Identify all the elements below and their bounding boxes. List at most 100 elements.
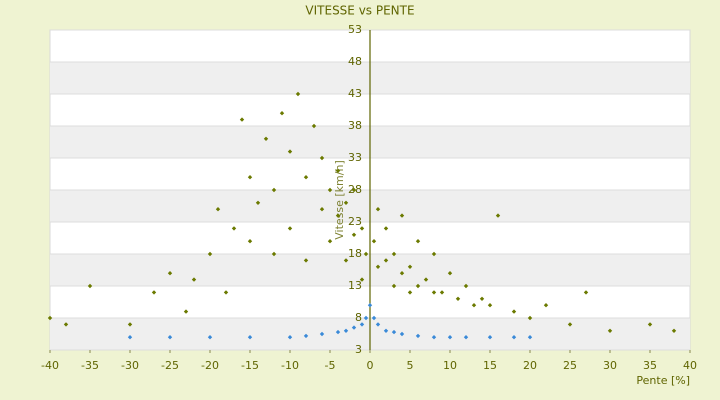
data-point	[287, 226, 293, 231]
data-point	[247, 335, 253, 340]
data-point	[351, 187, 357, 193]
data-point	[527, 335, 533, 340]
data-point	[247, 175, 253, 180]
data-point	[247, 239, 253, 244]
data-point	[191, 277, 197, 282]
data-point	[359, 277, 365, 282]
data-point	[399, 271, 405, 276]
x-tick-label: 15	[483, 359, 497, 372]
data-point	[383, 258, 389, 263]
data-point	[127, 322, 133, 327]
x-axis-label: Pente [%]	[636, 374, 690, 387]
data-point	[319, 207, 325, 212]
x-tick-label: -30	[121, 359, 139, 372]
data-point	[271, 187, 277, 193]
data-point	[487, 303, 493, 308]
data-point	[671, 328, 677, 333]
data-point	[127, 335, 133, 340]
data-point	[543, 303, 549, 308]
data-point	[303, 333, 309, 339]
y-tick-label: 23	[348, 215, 362, 228]
x-tick-label: -10	[281, 359, 299, 372]
data-point	[183, 309, 189, 314]
data-point	[207, 335, 213, 340]
data-point	[63, 322, 69, 327]
y-tick-label: 53	[348, 23, 362, 36]
data-point	[607, 328, 613, 333]
y-tick-label: 13	[348, 279, 362, 292]
data-point	[391, 283, 397, 289]
data-point	[479, 296, 485, 301]
data-point	[583, 290, 589, 295]
data-point	[407, 290, 413, 295]
data-point	[647, 322, 653, 327]
x-tick-label: -35	[81, 359, 99, 372]
data-point	[399, 331, 405, 337]
data-point	[327, 187, 333, 193]
data-point	[287, 149, 293, 154]
data-point	[343, 328, 349, 333]
data-point	[495, 213, 501, 218]
data-point	[463, 283, 469, 289]
data-point	[367, 303, 373, 308]
x-tick-label: 0	[367, 359, 374, 372]
data-point	[215, 207, 221, 212]
data-point	[359, 322, 365, 327]
x-tick-label: -5	[325, 359, 336, 372]
x-tick-label: -15	[241, 359, 259, 372]
data-point	[335, 329, 341, 335]
data-point	[511, 309, 517, 314]
data-point	[255, 200, 261, 205]
data-point	[303, 175, 309, 180]
data-point	[375, 207, 381, 212]
y-tick-label: 8	[355, 311, 362, 324]
data-point	[363, 315, 369, 321]
data-point	[335, 213, 341, 218]
data-point	[167, 271, 173, 276]
data-point	[447, 335, 453, 340]
data-point	[319, 331, 325, 337]
data-point	[363, 251, 369, 257]
x-tick-label: 25	[563, 359, 577, 372]
data-point	[271, 251, 277, 257]
x-tick-label: 35	[643, 359, 657, 372]
data-point	[371, 239, 377, 244]
data-point	[375, 322, 381, 327]
data-point	[263, 136, 269, 141]
data-point	[151, 290, 157, 295]
x-tick-label: -25	[161, 359, 179, 372]
data-point	[371, 315, 377, 321]
y-tick-label: 18	[348, 247, 362, 260]
data-point	[423, 277, 429, 282]
data-point	[351, 232, 357, 237]
data-point	[223, 290, 229, 295]
data-point	[351, 325, 357, 330]
data-point	[391, 329, 397, 335]
x-tick-label: 30	[603, 359, 617, 372]
data-point	[343, 258, 349, 263]
data-point	[439, 290, 445, 295]
x-tick-label: 10	[443, 359, 457, 372]
data-point	[303, 258, 309, 263]
y-tick-label: 48	[348, 55, 362, 68]
data-point	[87, 283, 93, 289]
data-point	[455, 296, 461, 301]
data-point	[47, 315, 53, 321]
data-point	[415, 333, 421, 339]
y-tick-label: 43	[348, 87, 362, 100]
y-tick-label: 33	[348, 151, 362, 164]
data-point	[487, 335, 493, 340]
data-point	[431, 290, 437, 295]
data-point	[527, 315, 533, 321]
y-tick-label: 38	[348, 119, 362, 132]
data-point	[391, 251, 397, 257]
x-tick-label: 5	[407, 359, 414, 372]
chart-title: VITESSE vs PENTE	[305, 4, 414, 18]
data-point	[399, 213, 405, 218]
data-point	[447, 271, 453, 276]
data-point	[295, 91, 301, 97]
x-tick-label: -20	[201, 359, 219, 372]
data-point	[167, 335, 173, 340]
data-point	[511, 335, 517, 340]
